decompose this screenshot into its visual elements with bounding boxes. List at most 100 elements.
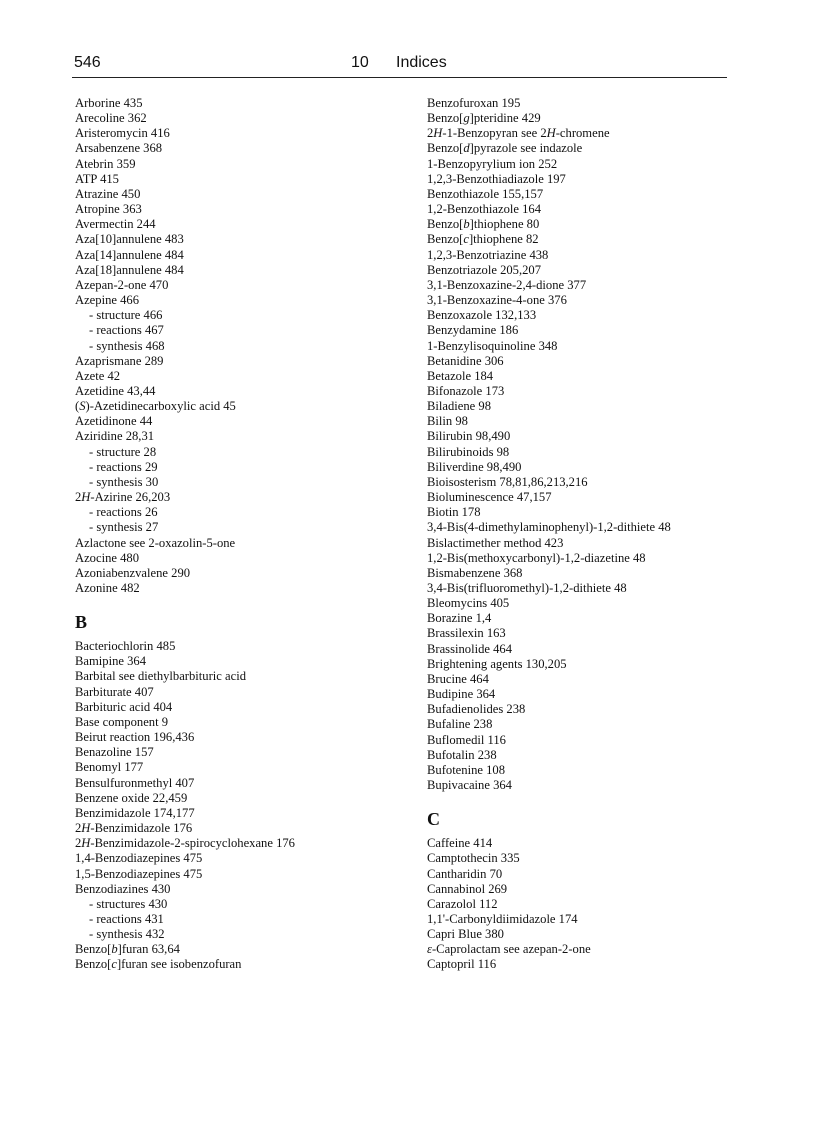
index-entry: 1,4-Benzodiazepines 475 (75, 851, 295, 866)
entry-text: Bufadienolides 238 (427, 702, 526, 717)
entry-text: Azoniabenzvalene 290 (75, 565, 191, 580)
entry-text: Bufaline 238 (427, 717, 493, 732)
index-entry: Bifonazole 173 (427, 384, 671, 399)
index-entry: Camptothecin 335 (427, 851, 671, 866)
index-entry: Bleomycins 405 (427, 596, 671, 611)
entry-text: -Azirine 26,203 (90, 490, 171, 505)
index-entry: Aristeromycin 416 (75, 126, 295, 141)
entry-text: Caffeine 414 (427, 836, 493, 851)
entry-text: Benzydamine 186 (427, 323, 519, 338)
entry-text: ]furan 63,64 (117, 942, 180, 957)
entry-text: - structure 28 (89, 444, 157, 459)
entry-text: Atrazine 450 (75, 186, 141, 201)
entry-text: ( (75, 399, 80, 414)
entry-text: -Benzimidazole 176 (90, 821, 193, 836)
entry-text: Beirut reaction 196,436 (75, 730, 195, 745)
index-entry: Benzodiazines 430 (75, 882, 295, 897)
index-entry: Aza[14]annulene 484 (75, 248, 295, 263)
entry-text: ]thiophene 80 (469, 217, 540, 232)
index-entry: Benazoline 157 (75, 745, 295, 760)
entry-text: Bioisosterism 78,81,86,213,216 (427, 474, 588, 489)
entry-text: 1,2,3-Benzotriazine 438 (427, 247, 549, 262)
italic-text: ε (427, 942, 432, 957)
index-entry: Capri Blue 380 (427, 927, 671, 942)
entry-text: Bensulfuronmethyl 407 (75, 775, 195, 790)
entry-text: 1-Benzylisoquinoline 348 (427, 338, 558, 353)
entry-text: Bioluminescence 47,157 (427, 490, 552, 505)
index-entry: 3,1-Benzoxazine-4-one 376 (427, 293, 671, 308)
entry-text: Benzoxazole 132,133 (427, 308, 537, 323)
italic-text: d (463, 141, 470, 156)
italic-text: g (463, 111, 470, 126)
entry-text: 1,2-Bis(methoxycarbonyl)-1,2-diazetine 4… (427, 550, 646, 565)
entry-text: Buflomedil 116 (427, 732, 506, 747)
entry-text: Avermectin 244 (75, 217, 156, 232)
index-entry: Atrazine 450 (75, 187, 295, 202)
italic-text: b (463, 217, 470, 232)
entry-text: Bilirubinoids 98 (427, 444, 510, 459)
section-letter-heading: C (427, 809, 440, 830)
index-entry: Bensulfuronmethyl 407 (75, 776, 295, 791)
index-entry: Aza[18]annulene 484 (75, 263, 295, 278)
index-entry: Azetidine 43,44 (75, 384, 295, 399)
entry-text: - reactions 29 (89, 459, 158, 474)
entry-text: Arecoline 362 (75, 111, 147, 126)
entry-text: Benzo[ (427, 111, 464, 126)
entry-text: Bleomycins 405 (427, 596, 510, 611)
entry-text: ATP 415 (75, 171, 119, 186)
entry-text: Aza[14]annulene 484 (75, 247, 184, 262)
index-entry: Bislactimether method 423 (427, 536, 671, 551)
entry-text: Bislactimether method 423 (427, 535, 564, 550)
entry-text: Benzofuroxan 195 (427, 96, 521, 110)
index-entry: Bilirubinoids 98 (427, 445, 671, 460)
entry-text: 1,5-Benzodiazepines 475 (75, 866, 203, 881)
index-entry: ATP 415 (75, 172, 295, 187)
index-entry: Benzothiazole 155,157 (427, 187, 671, 202)
entry-text: - structures 430 (89, 896, 168, 911)
index-entry: 1,2-Benzothiazole 164 (427, 202, 671, 217)
index-subentry: - reactions 467 (75, 323, 295, 338)
index-entry: Atebrin 359 (75, 157, 295, 172)
index-entry: Benzo[b]thiophene 80 (427, 217, 671, 232)
entry-text: Brassilexin 163 (427, 626, 506, 641)
index-entry: Benzo[d]pyrazole see indazole (427, 141, 671, 156)
index-subentry: - structure 28 (75, 445, 295, 460)
index-entry: 1,2,3-Benzotriazine 438 (427, 248, 671, 263)
index-entry: 3,1-Benzoxazine-2,4-dione 377 (427, 278, 671, 293)
entry-text: Azonine 482 (75, 581, 140, 595)
index-entry: Azetidinone 44 (75, 414, 295, 429)
italic-text: H (433, 126, 443, 141)
entry-text: Azetidine 43,44 (75, 383, 156, 398)
entry-text: 1,2,3-Benzothiadiazole 197 (427, 171, 566, 186)
index-entry: Benzoxazole 132,133 (427, 308, 671, 323)
italic-text: b (111, 942, 118, 957)
italic-text: c (111, 957, 117, 972)
index-entry: Betazole 184 (427, 369, 671, 384)
entry-text: Captopril 116 (427, 957, 497, 972)
index-entry: Benzene oxide 22,459 (75, 791, 295, 806)
index-entry: Benzimidazole 174,177 (75, 806, 295, 821)
index-entry: Bufotalin 238 (427, 748, 671, 763)
index-entry: Bupivacaine 364 (427, 778, 671, 793)
index-entry: Brassinolide 464 (427, 642, 671, 657)
entry-text: Benzothiazole 155,157 (427, 186, 544, 201)
index-entry: Barbituric acid 404 (75, 700, 295, 715)
entry-text: Budipine 364 (427, 687, 496, 702)
entry-text: Biliverdine 98,490 (427, 459, 522, 474)
index-entry: 2H-Benzimidazole 176 (75, 821, 295, 836)
entry-text: Benzo[ (427, 217, 464, 232)
entry-text: - synthesis 432 (89, 927, 165, 942)
entry-text: Barbituric acid 404 (75, 699, 173, 714)
entry-text: Borazine 1,4 (427, 611, 492, 626)
entry-text: Benzimidazole 174,177 (75, 805, 195, 820)
entry-text: -Benzimidazole-2-spirocyclohexane 176 (90, 836, 295, 851)
entry-text: Benomyl 177 (75, 760, 144, 775)
index-subentry: - structure 466 (75, 308, 295, 323)
entry-text: ]thiophene 82 (468, 232, 539, 247)
entry-text: Bupivacaine 364 (427, 778, 512, 793)
entry-text: Aristeromycin 416 (75, 126, 170, 141)
index-entry: 3,4-Bis(trifluoromethyl)-1,2-dithiete 48 (427, 581, 671, 596)
entry-text: ]pteridine 429 (469, 111, 541, 126)
entry-text: 1-Benzopyrylium ion 252 (427, 156, 558, 171)
index-entry: Biliverdine 98,490 (427, 460, 671, 475)
